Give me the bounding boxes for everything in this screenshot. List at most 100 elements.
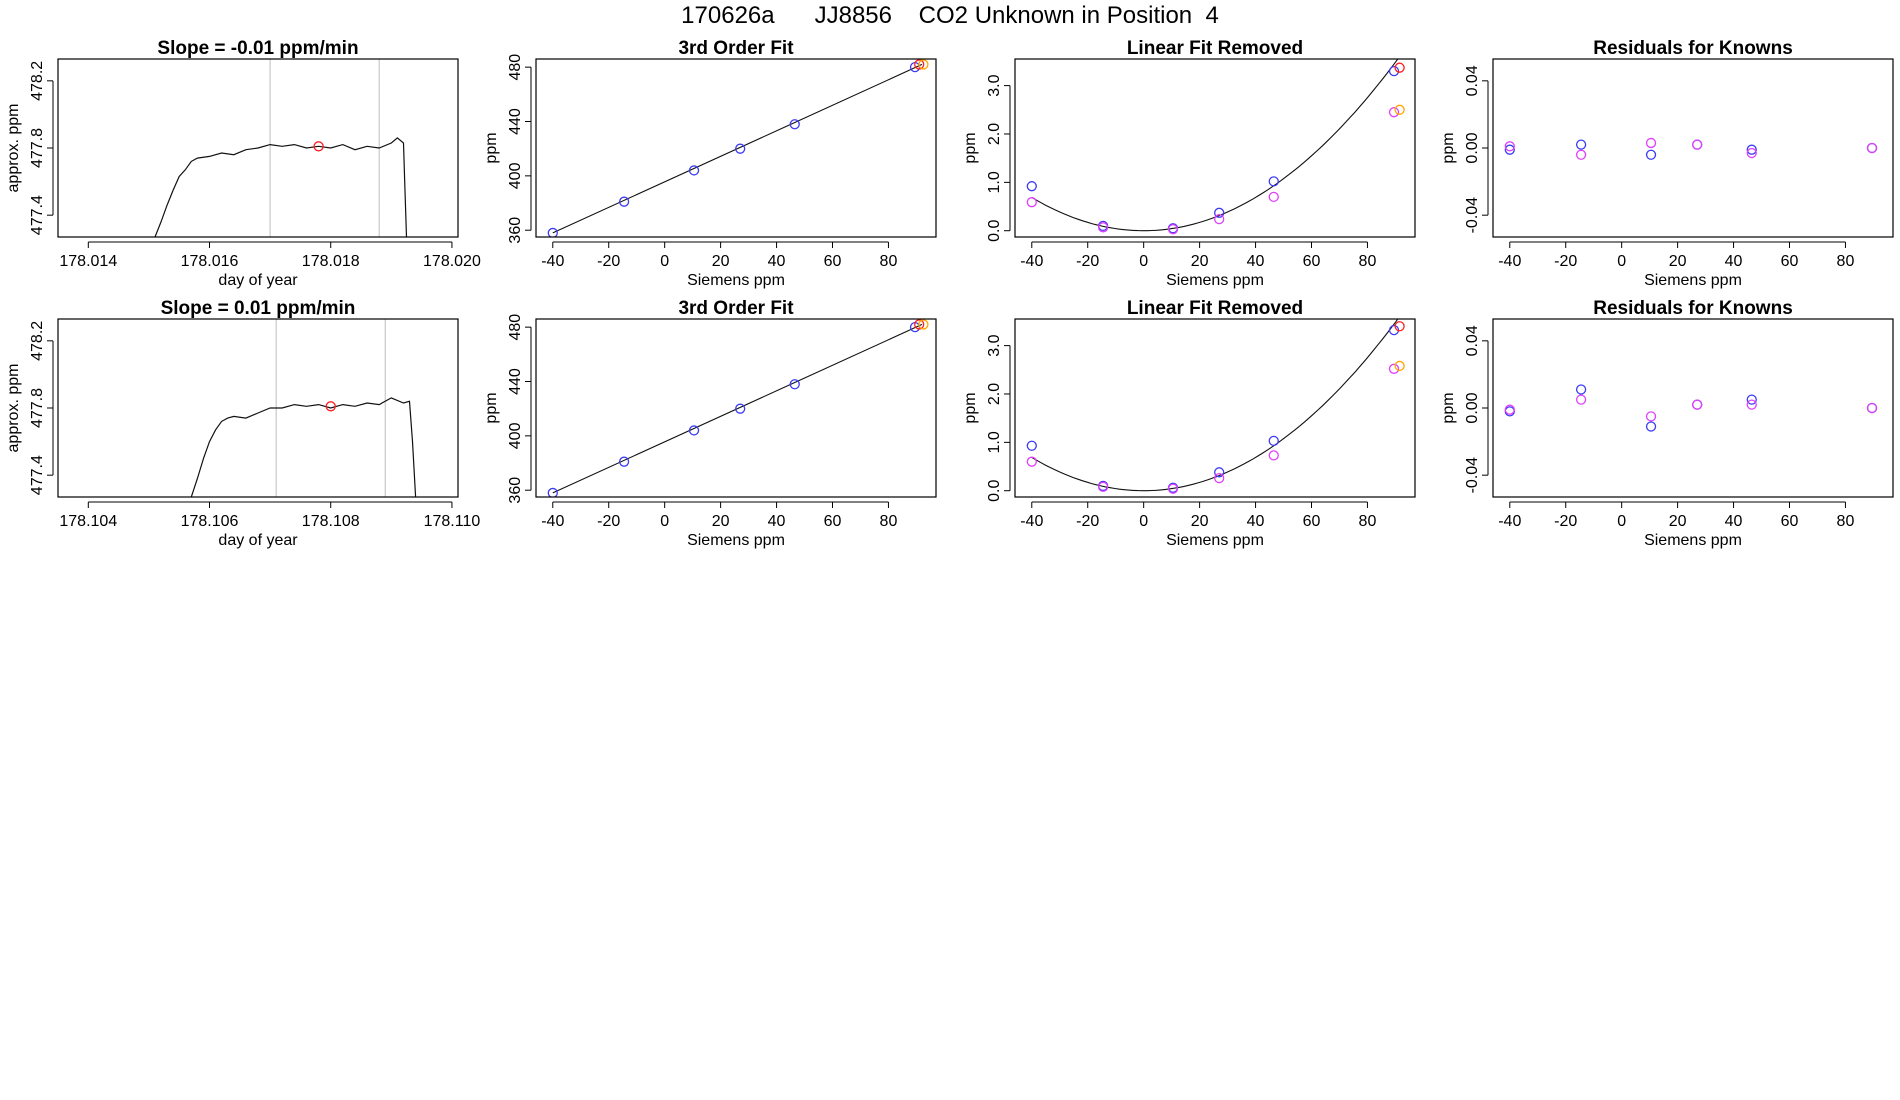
y-axis-label: ppm xyxy=(1440,392,1457,423)
data-point xyxy=(1388,65,1400,77)
x-tick-label: 40 xyxy=(1247,253,1265,270)
data-point xyxy=(914,59,925,70)
plot-area xyxy=(154,137,408,237)
data-point xyxy=(1268,176,1279,187)
data-point xyxy=(1504,404,1515,415)
data-point xyxy=(1746,147,1757,159)
fit-curve xyxy=(1031,59,1399,232)
data-point xyxy=(1026,197,1037,208)
x-tick-label: 20 xyxy=(1191,253,1209,270)
data-point xyxy=(1645,411,1657,422)
data-point xyxy=(1746,144,1757,155)
data-point xyxy=(1866,142,1878,154)
panel-title: Residuals for Knowns xyxy=(1593,298,1793,319)
y-tick-label: 480 xyxy=(507,314,524,341)
y-tick-label: 0.0 xyxy=(986,219,1003,241)
x-tick-label: 40 xyxy=(1247,513,1265,530)
y-tick-label: 400 xyxy=(507,422,524,449)
data-point xyxy=(1575,139,1587,150)
data-point xyxy=(1167,483,1179,494)
data-point xyxy=(618,456,630,467)
panel-1: Slope = -0.01 ppm/min 178.014 178.016 178.0… xyxy=(5,38,481,289)
y-tick-label: -0.04 xyxy=(1464,457,1481,494)
panel-title: Linear Fit Removed xyxy=(1127,38,1303,59)
x-tick-label: 80 xyxy=(1837,513,1855,530)
data-point xyxy=(688,165,700,176)
y-tick-label: 477.8 xyxy=(29,388,46,428)
y-axis-label: ppm xyxy=(483,132,500,163)
data-point xyxy=(1504,144,1515,155)
plot-frame xyxy=(535,318,937,498)
data-point xyxy=(1504,141,1515,152)
x-tick-label: 178.020 xyxy=(423,253,481,270)
y-axis-label: approx. ppm xyxy=(5,364,22,453)
data-point xyxy=(1645,137,1657,149)
x-tick-label: 0 xyxy=(1617,513,1626,530)
fit-line xyxy=(552,323,923,494)
x-tick-label: 80 xyxy=(1359,253,1377,270)
page-title: 170626a JJ8856 CO2 Unknown in Position 4 xyxy=(681,2,1219,29)
data-point xyxy=(789,119,800,130)
plot-area xyxy=(1504,137,1878,160)
x-tick-label: 40 xyxy=(768,513,786,530)
x-tick-label: -20 xyxy=(597,253,620,270)
panel-8: Residuals for Knowns -40 -20 0 20 40 60 80 Sieme… xyxy=(1440,298,1894,549)
x-tick-label: 178.104 xyxy=(59,513,117,530)
data-point xyxy=(1268,435,1279,447)
panel-title: Slope = -0.01 ppm/min xyxy=(157,38,358,59)
data-point xyxy=(1692,399,1703,410)
data-point xyxy=(688,425,700,436)
plot-area xyxy=(190,397,417,497)
data-point xyxy=(1268,450,1279,461)
data-point xyxy=(1026,440,1037,451)
y-tick-label: 3.0 xyxy=(986,74,1003,96)
x-tick-label: -40 xyxy=(1498,253,1521,270)
y-axis-label: approx. ppm xyxy=(5,104,22,193)
y-tick-label: 477.4 xyxy=(29,455,46,495)
data-line xyxy=(190,397,417,497)
data-point xyxy=(1645,421,1657,432)
x-axis-label: Siemens ppm xyxy=(687,272,785,289)
panel-title: 3rd Order Fit xyxy=(678,38,794,59)
x-tick-label: -40 xyxy=(1020,253,1043,270)
x-tick-label: 178.018 xyxy=(302,253,360,270)
y-tick-label: 360 xyxy=(507,477,524,504)
x-tick-label: 40 xyxy=(1725,513,1743,530)
data-point xyxy=(1575,384,1587,395)
panel-title: 3rd Order Fit xyxy=(678,298,794,319)
x-tick-label: -20 xyxy=(597,513,620,530)
x-tick-label: 80 xyxy=(1837,253,1855,270)
y-tick-label: 440 xyxy=(507,108,524,135)
y-tick-label: 477.8 xyxy=(29,128,46,168)
y-axis-label: ppm xyxy=(962,392,979,423)
x-tick-label: 60 xyxy=(1303,253,1321,270)
y-tick-label: 1.0 xyxy=(986,431,1003,453)
x-tick-label: 20 xyxy=(1669,513,1687,530)
plot-area xyxy=(1504,384,1878,432)
x-tick-label: 178.110 xyxy=(424,513,481,530)
plot-area xyxy=(1026,319,1405,494)
y-tick-label: 478.2 xyxy=(29,61,46,101)
data-point xyxy=(918,59,929,70)
panel-7: Linear Fit Removed -40 -20 0 20 40 60 80 Siemens… xyxy=(962,298,1416,549)
x-tick-label: 80 xyxy=(1359,513,1377,530)
data-point xyxy=(914,319,925,330)
x-tick-label: 80 xyxy=(880,253,898,270)
x-tick-label: 60 xyxy=(1781,253,1799,270)
y-tick-label: 3.0 xyxy=(986,334,1003,356)
x-axis-label: Siemens ppm xyxy=(1166,272,1264,289)
panel-title: Residuals for Knowns xyxy=(1593,38,1793,59)
y-tick-label: 400 xyxy=(507,162,524,189)
data-line xyxy=(154,137,408,237)
panel-4: Residuals for Knowns -40 -20 0 20 40 60 80 Sieme… xyxy=(1440,38,1894,289)
x-tick-label: 60 xyxy=(1303,513,1321,530)
x-axis-label: day of year xyxy=(218,532,298,549)
y-tick-label: 480 xyxy=(507,54,524,81)
x-tick-label: -40 xyxy=(541,513,564,530)
x-tick-label: 60 xyxy=(1781,513,1799,530)
data-point xyxy=(1097,481,1109,492)
data-point xyxy=(1575,149,1587,160)
data-point xyxy=(1214,467,1225,478)
y-tick-label: 477.4 xyxy=(29,195,46,235)
data-point xyxy=(1214,472,1225,484)
